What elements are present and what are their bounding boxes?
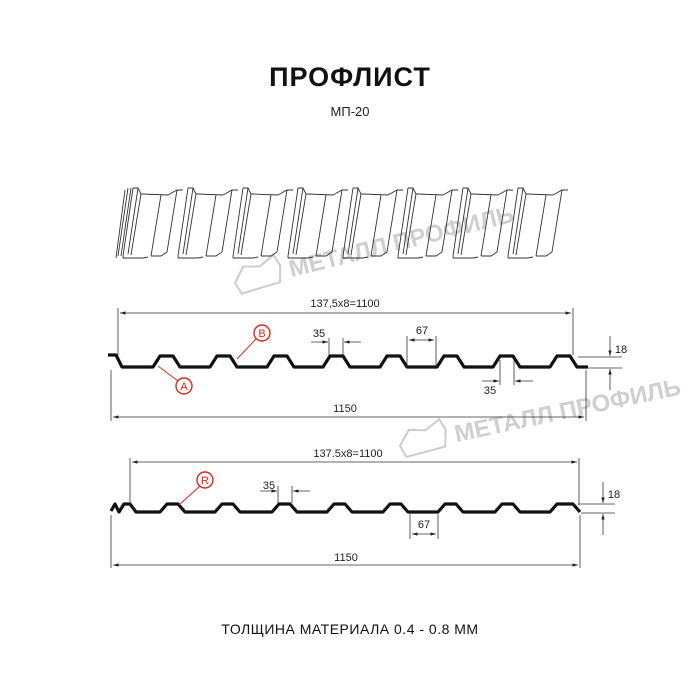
sheet-rib-line [507, 187, 554, 258]
total-label-b: 1150 [334, 552, 358, 564]
profile-b: 137.5x8=1100 1150 35 67 18 R [109, 448, 620, 568]
total-label-a: 1150 [333, 403, 357, 415]
sheet-rib-line [508, 189, 568, 259]
marker-a-label: A [180, 381, 188, 393]
top-width-label-b: 35 [263, 480, 275, 492]
marker-a-circle [175, 377, 193, 395]
top-width-label-a: 35 [313, 328, 325, 340]
sheet-rib-line [115, 187, 132, 259]
marker-r-label: R [201, 475, 209, 487]
marker-b-circle [253, 324, 271, 342]
marker-r-circle [196, 471, 214, 489]
page-title: ПРОФЛИСТ [269, 62, 431, 92]
watermark-logo-2: МЕТАЛЛ ПРОФИЛЬ [398, 374, 683, 459]
sheet-rib-line [177, 187, 224, 258]
sheet-rib-line [123, 189, 183, 259]
isometric-sheet [115, 187, 568, 259]
pitch-label-b: 137.5x8=1100 [313, 448, 382, 460]
sheet-rib-line [178, 189, 238, 259]
watermark-text-1: МЕТАЛЛ ПРОФИЛЬ [286, 201, 516, 283]
pitch-label-a: 137,5x8=1100 [310, 298, 379, 310]
marker-b-label: B [258, 328, 265, 340]
profile-a: 137,5x8=1100 1150 35 67 35 18 B A [108, 298, 627, 421]
sheet-rib-line [232, 187, 279, 258]
sheet-rib-line [453, 189, 513, 259]
sheet-rib-line [287, 187, 334, 258]
sheet-rib-line [233, 189, 293, 259]
trough-label-b: 67 [418, 519, 430, 531]
sheet-rib-line [343, 189, 403, 259]
watermark-group: МЕТАЛЛ ПРОФИЛЬ МЕТАЛЛ ПРОФИЛЬ [233, 201, 683, 459]
profile-a-shape [108, 353, 588, 369]
height-label-a: 18 [615, 344, 627, 356]
sheet-rib-line [342, 187, 389, 258]
height-label-b: 18 [608, 489, 620, 501]
sheet-rib-line [397, 187, 444, 258]
material-thickness-note: ТОЛЩИНА МАТЕРИАЛА 0.4 - 0.8 ММ [221, 621, 479, 637]
sheet-rib-line [122, 187, 169, 258]
watermark-logo-1: МЕТАЛЛ ПРОФИЛЬ [233, 201, 516, 295]
bottom-width-label-a: 35 [484, 385, 496, 397]
model-name: МП-20 [330, 104, 370, 119]
sheet-rib-line [452, 187, 499, 258]
trough-label-a: 67 [416, 325, 428, 337]
profile-b-shape [109, 502, 582, 514]
sheet-rib-line [288, 189, 348, 259]
sheet-rib-line [398, 189, 458, 259]
